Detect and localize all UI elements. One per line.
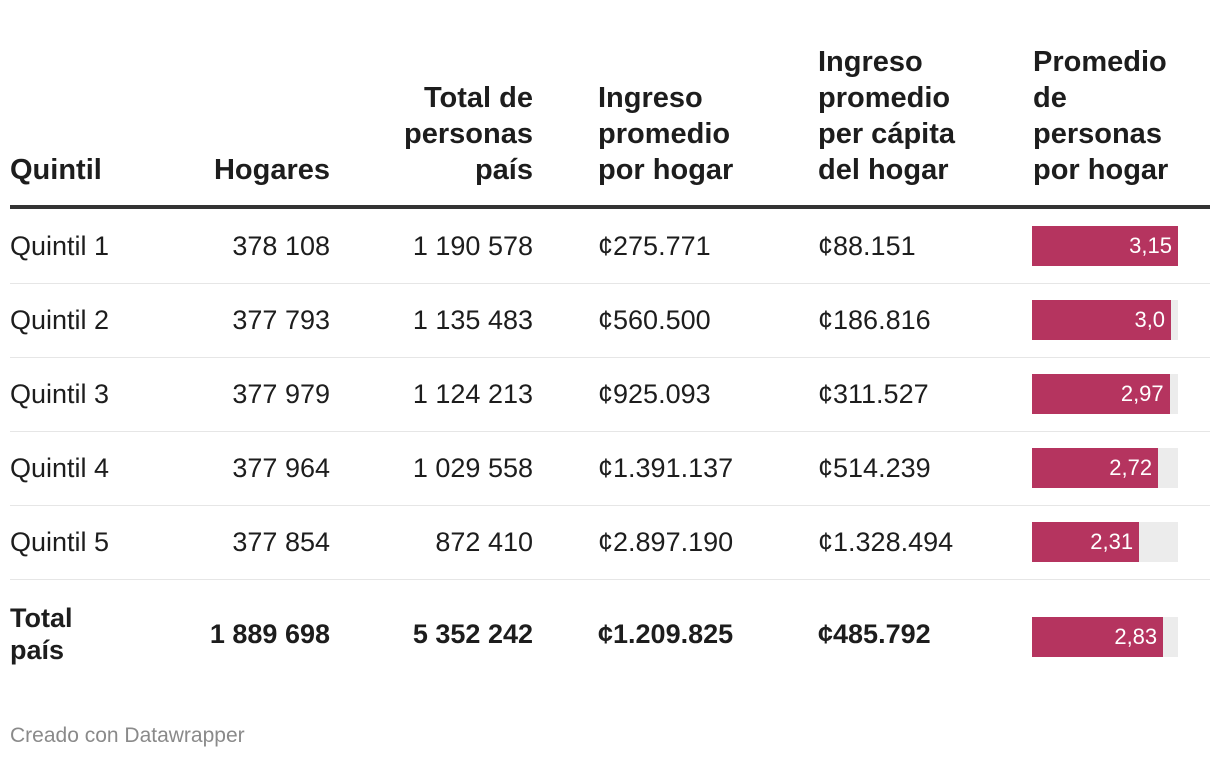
header-line: promedio	[818, 82, 951, 114]
cell-hogares: 377 793	[232, 304, 330, 335]
header-line: de	[1033, 82, 1067, 114]
header-line: promedio	[598, 118, 731, 150]
cell-ingreso-hogar: ¢2.897.190	[598, 526, 734, 557]
cell-hogares: 377 979	[232, 378, 330, 409]
cell-ingreso-hogar: ¢925.093	[598, 378, 711, 409]
header-ingreso-hogar: Ingreso promedio por hogar	[598, 80, 733, 188]
cell-hogares: 377 964	[232, 452, 330, 483]
bar-promedio: 3,15	[1032, 226, 1178, 266]
header-line: del hogar	[818, 154, 949, 186]
cell-personas: 5 352 242	[412, 618, 533, 649]
cell-personas: 1 124 213	[412, 378, 533, 409]
cell-quintil: Total país	[10, 603, 73, 665]
header-ingreso-per-capita: Ingreso promedio per cápita del hogar	[818, 44, 955, 188]
cell-hogares: 378 108	[232, 230, 330, 261]
bar-promedio: 2,31	[1032, 522, 1140, 562]
header-line: por hogar	[598, 154, 734, 186]
header-quintil: Quintil	[10, 152, 102, 188]
table-total-row: Total país 1 889 698 5 352 242 ¢1.209.825 ¢4…	[10, 579, 1210, 689]
bar-promedio: 2,72	[1032, 448, 1159, 488]
header-line: Ingreso	[818, 46, 923, 78]
bar-value-label: 3,0	[1134, 307, 1166, 332]
header-personas: Total de personas país	[404, 80, 533, 188]
bar-promedio: 3,0	[1032, 300, 1172, 340]
table-row: Quintil 5 377 854 872 410 ¢2.897.190 ¢1.328.…	[10, 505, 1210, 580]
cell-quintil: Quintil 1	[10, 230, 110, 261]
header-line: personas	[1033, 118, 1162, 150]
cell-ingreso-per-capita: ¢1.328.494	[818, 526, 954, 557]
cell-personas: 1 029 558	[412, 452, 533, 483]
header-promedio-personas: Promedio de personas por hogar	[1033, 44, 1168, 188]
header-line: país	[474, 154, 533, 186]
header-line: per cápita	[818, 118, 955, 150]
bar-track: 2,83	[1032, 617, 1178, 657]
cell-ingreso-per-capita: ¢485.792	[818, 618, 931, 649]
header-line: Hogares	[213, 154, 330, 186]
cell-personas: 1 135 483	[412, 304, 533, 335]
cell-personas: 1 190 578	[412, 230, 533, 261]
cell-ingreso-hogar: ¢560.500	[598, 304, 711, 335]
header-line: personas	[404, 118, 533, 150]
table-row: Quintil 3 377 979 1 124 213 ¢925.093 ¢311.52…	[10, 357, 1210, 432]
bar-value-label: 2,83	[1114, 624, 1158, 649]
table-row: Quintil 2 377 793 1 135 483 ¢560.500 ¢186.81…	[10, 283, 1210, 358]
header-line: por hogar	[1033, 154, 1169, 186]
cell-ingreso-hogar: ¢1.391.137	[598, 452, 734, 483]
bar-value-label: 2,31	[1090, 529, 1134, 554]
cell-ingreso-per-capita: ¢311.527	[818, 378, 929, 409]
cell-personas: 872 410	[435, 526, 533, 557]
cell-hogares: 1 889 698	[209, 618, 330, 649]
table-header: Quintil Hogares Total de personas país Ingres…	[10, 0, 1210, 206]
bar-track: 2,97	[1032, 374, 1178, 414]
bar-promedio: 2,83	[1032, 617, 1164, 657]
table-row: Quintil 1 378 108 1 190 578 ¢275.771 ¢88.151…	[10, 209, 1210, 284]
header-line: Quintil	[10, 154, 102, 186]
cell-quintil: Quintil 5	[10, 526, 110, 557]
footer-credit: Creado con Datawrapper	[10, 724, 245, 747]
bar-track: 2,72	[1032, 448, 1178, 488]
cell-ingreso-per-capita: ¢514.239	[818, 452, 931, 483]
cell-quintil: Quintil 2	[10, 304, 110, 335]
table-row: Quintil 4 377 964 1 029 558 ¢1.391.137 ¢514.…	[10, 431, 1210, 506]
cell-ingreso-hogar: ¢275.771	[598, 230, 711, 261]
bar-value-label: 2,72	[1109, 455, 1153, 480]
cell-ingreso-hogar: ¢1.209.825	[598, 618, 734, 649]
header-line: Total de	[423, 82, 533, 114]
bar-value-label: 2,97	[1120, 381, 1164, 406]
cell-hogares: 377 854	[232, 526, 330, 557]
bar-promedio: 2,97	[1032, 374, 1170, 414]
header-line: Promedio	[1033, 46, 1167, 78]
header-divider	[10, 205, 1210, 209]
cell-quintil: Quintil 3	[10, 378, 110, 409]
cell-quintil: Quintil 4	[10, 452, 110, 483]
bar-value-label: 3,15	[1129, 233, 1172, 258]
bar-track: 3,0	[1032, 300, 1178, 340]
cell-ingreso-per-capita: ¢88.151	[818, 230, 916, 261]
bar-track: 3,15	[1032, 226, 1178, 266]
bar-track: 2,31	[1032, 522, 1178, 562]
cell-ingreso-per-capita: ¢186.816	[818, 304, 931, 335]
header-line: Ingreso	[598, 82, 703, 114]
header-hogares: Hogares	[214, 152, 330, 188]
